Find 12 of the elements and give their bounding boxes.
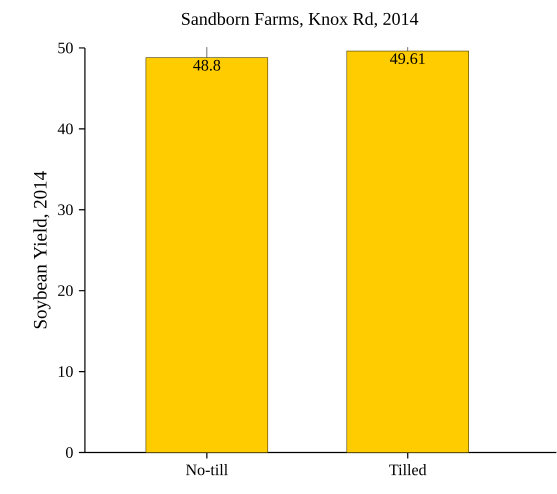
y-tick-label: 0	[66, 446, 73, 458]
chart-title: Sandborn Farms, Knox Rd, 2014	[182, 12, 418, 28]
y-axis-title: Soybean Yield, 2014	[33, 170, 51, 328]
y-tick-label: 20	[58, 285, 73, 296]
y-tick-label: 30	[58, 204, 73, 215]
data-label: 48.8	[193, 60, 220, 70]
y-tick-label: 40	[58, 123, 73, 134]
y-tick-label: 10	[58, 366, 73, 377]
y-tick-label: 50	[58, 42, 73, 54]
data-label: 49.61	[390, 53, 425, 64]
x-tick-label: No-till	[186, 464, 228, 476]
x-tick-label: Tilled	[389, 464, 426, 476]
